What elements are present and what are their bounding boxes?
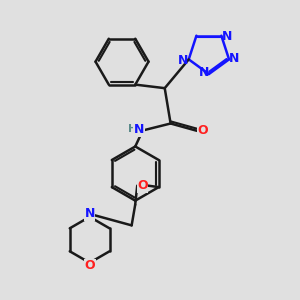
Text: O: O: [198, 124, 208, 137]
Text: N: N: [221, 30, 232, 44]
Text: N: N: [178, 54, 189, 67]
Text: O: O: [84, 259, 95, 272]
Text: N: N: [198, 66, 209, 80]
Text: O: O: [137, 179, 148, 192]
Text: N: N: [134, 123, 144, 136]
Text: H: H: [128, 124, 137, 134]
Text: N: N: [85, 207, 95, 220]
Text: N: N: [229, 52, 239, 65]
